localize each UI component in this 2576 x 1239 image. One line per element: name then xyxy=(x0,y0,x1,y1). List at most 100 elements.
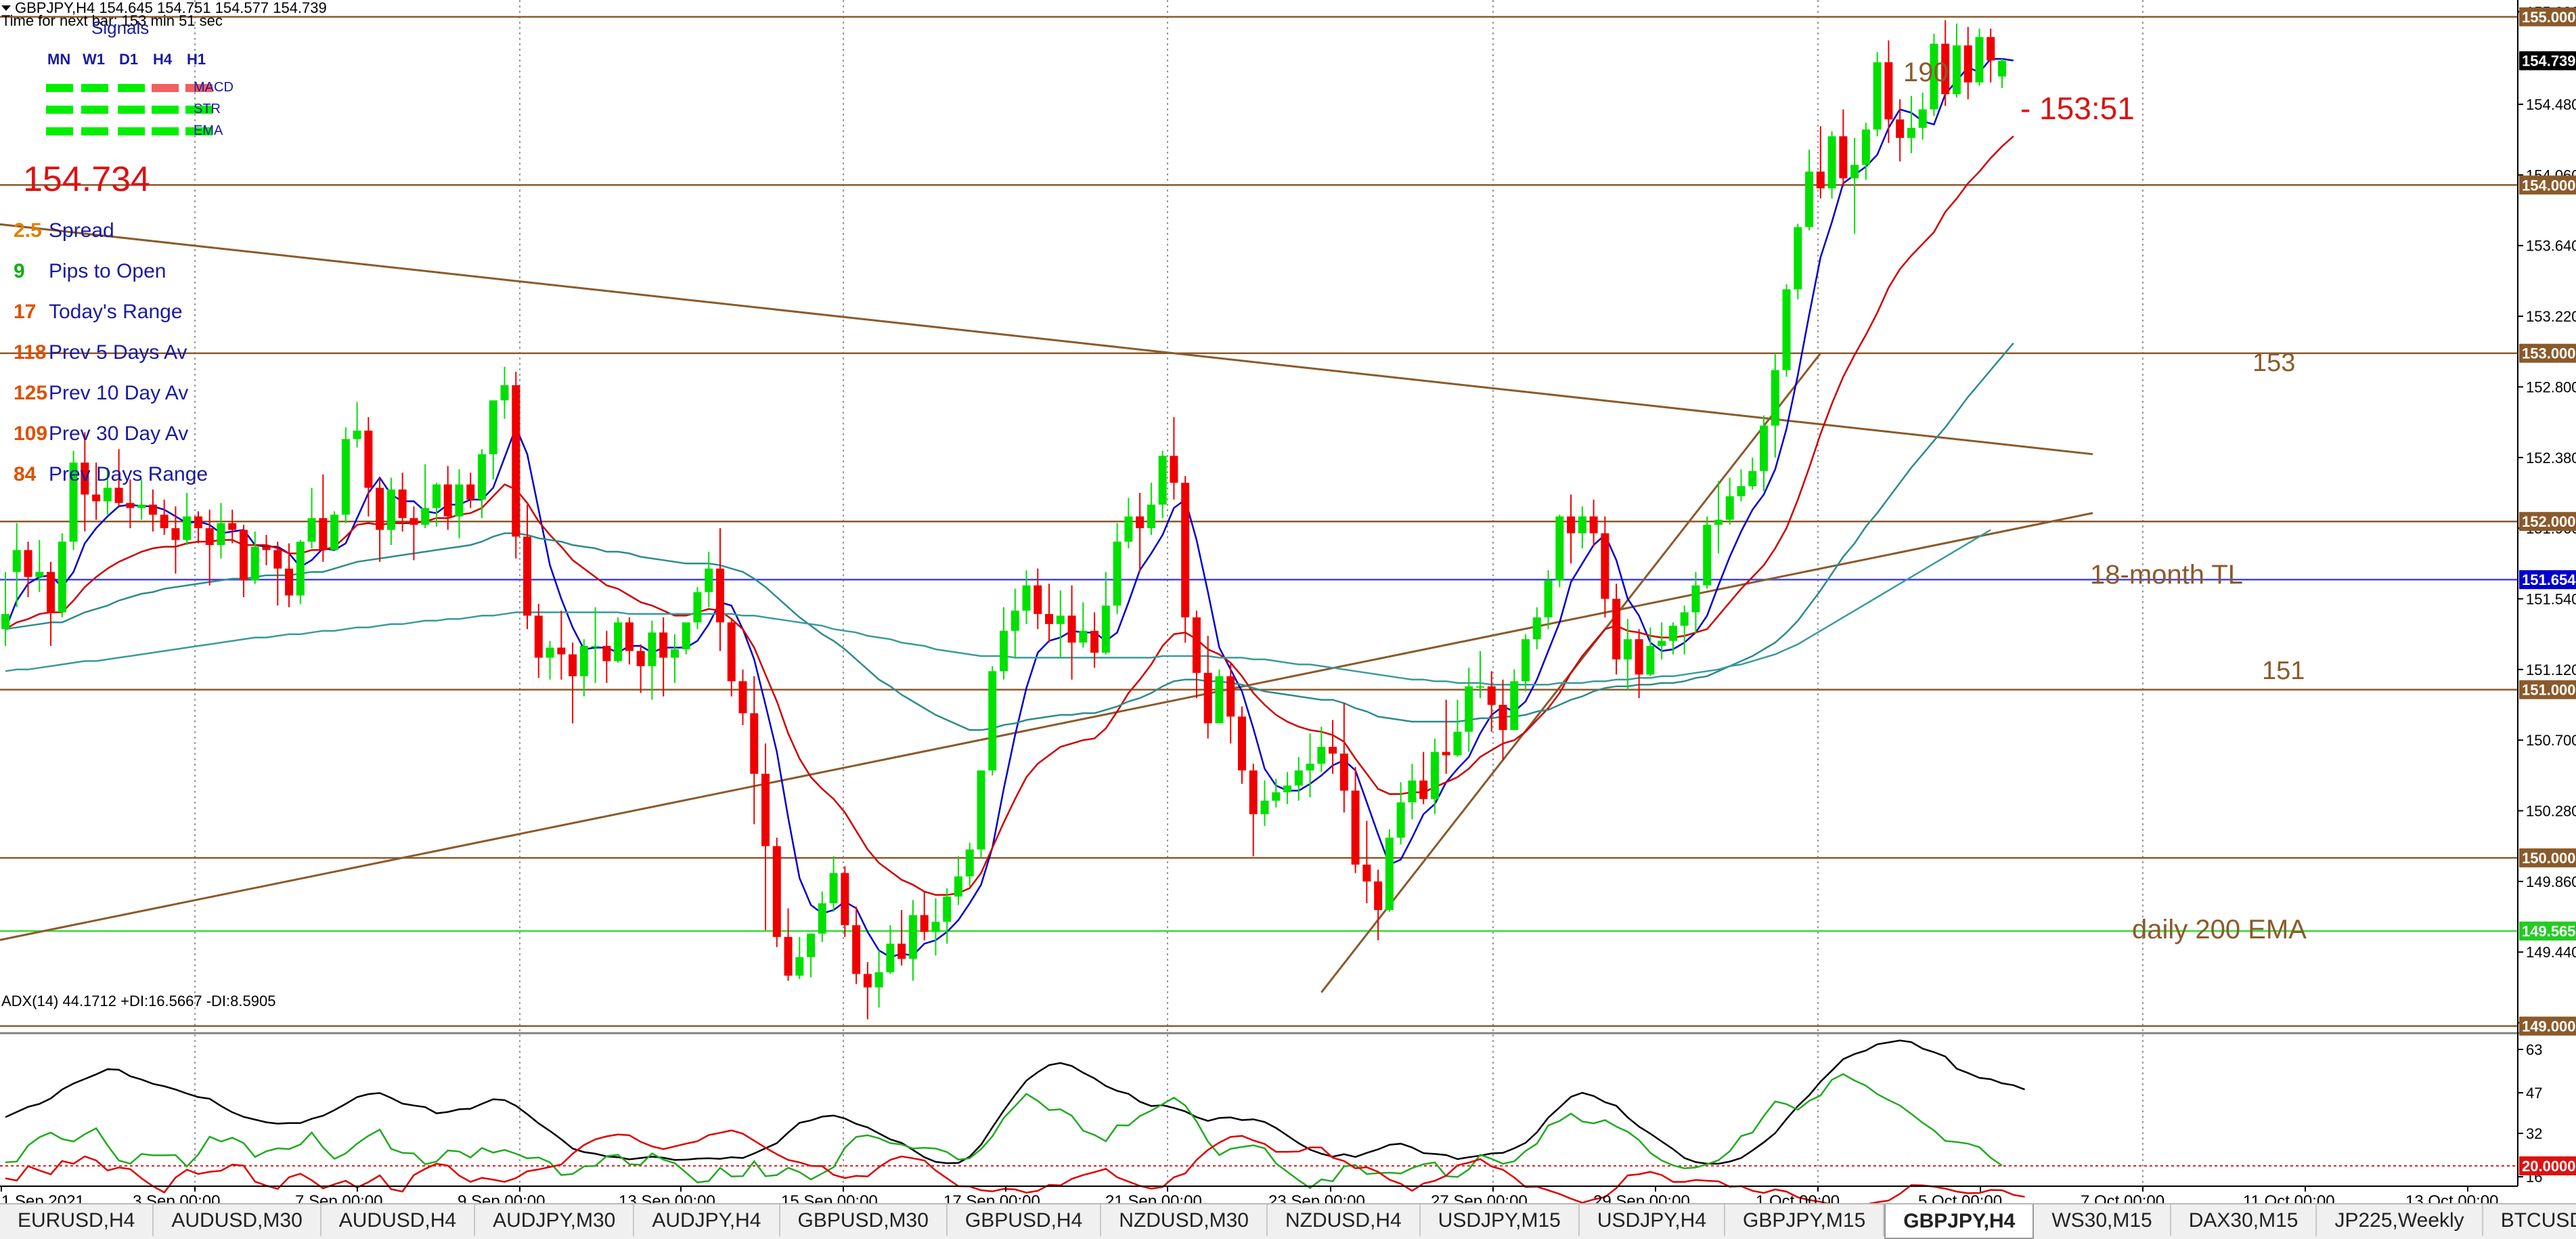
candle[interactable] xyxy=(1601,516,1609,617)
candle[interactable] xyxy=(1703,516,1712,589)
candle[interactable] xyxy=(1339,703,1348,813)
candle[interactable] xyxy=(1056,590,1065,658)
candle[interactable] xyxy=(1884,40,1893,144)
candle[interactable] xyxy=(557,610,566,680)
price-label-box[interactable]: 152.000 xyxy=(2519,512,2576,531)
candle[interactable] xyxy=(160,499,169,536)
candle[interactable] xyxy=(1192,610,1201,699)
candle[interactable] xyxy=(1453,699,1462,758)
chart-annotations[interactable]: 190 - 153:51 153 18-month TL 151 daily 2… xyxy=(1903,58,2307,944)
candle[interactable] xyxy=(69,450,78,550)
candle[interactable] xyxy=(863,962,872,1020)
candle[interactable] xyxy=(1419,752,1428,804)
candle[interactable] xyxy=(1771,353,1779,458)
candle[interactable] xyxy=(12,523,21,607)
candle[interactable] xyxy=(1532,607,1541,650)
candle[interactable] xyxy=(1930,33,1938,116)
candle[interactable] xyxy=(1294,757,1303,801)
candle[interactable] xyxy=(795,936,804,979)
candle[interactable] xyxy=(1237,706,1246,784)
candle[interactable] xyxy=(194,511,202,544)
price-label-box[interactable]: 153.000 xyxy=(2519,343,2576,363)
candle[interactable] xyxy=(546,640,554,680)
candle[interactable] xyxy=(829,856,838,912)
candle[interactable] xyxy=(874,950,883,1008)
annotation-153[interactable]: 153 xyxy=(2252,349,2295,377)
candle[interactable] xyxy=(1635,629,1643,699)
candle[interactable] xyxy=(1952,23,1961,98)
candle[interactable] xyxy=(1158,450,1167,519)
candle[interactable] xyxy=(1067,585,1076,680)
candle[interactable] xyxy=(1680,605,1689,655)
candle[interactable] xyxy=(807,933,816,978)
candle[interactable] xyxy=(602,630,611,683)
candle[interactable] xyxy=(217,502,225,559)
candle[interactable] xyxy=(523,504,532,630)
candle[interactable] xyxy=(705,551,713,607)
candle[interactable] xyxy=(466,473,475,508)
candle[interactable] xyxy=(1760,415,1769,492)
candle[interactable] xyxy=(398,473,407,532)
candle[interactable] xyxy=(1317,726,1326,773)
candle[interactable] xyxy=(772,838,781,947)
candle[interactable] xyxy=(228,509,237,544)
candle[interactable] xyxy=(432,483,441,527)
price-label-box[interactable]: 149.565 xyxy=(2519,921,2576,941)
candle[interactable] xyxy=(35,540,44,592)
candle[interactable] xyxy=(285,543,294,607)
candle[interactable] xyxy=(1510,669,1519,731)
candle[interactable] xyxy=(1861,123,1870,180)
candle[interactable] xyxy=(1124,498,1133,548)
candle[interactable] xyxy=(988,666,997,776)
candle[interactable] xyxy=(1,571,9,647)
candle[interactable] xyxy=(1000,607,1008,680)
candle[interactable] xyxy=(761,743,770,930)
candle[interactable] xyxy=(908,900,917,981)
candle[interactable] xyxy=(1329,720,1337,774)
candle[interactable] xyxy=(897,910,906,966)
candle[interactable] xyxy=(636,644,645,693)
annotation-190[interactable]: 190 xyxy=(1903,58,1949,87)
chart-tab-audjpy-m30[interactable]: AUDJPY,M30 xyxy=(475,1204,635,1236)
candle[interactable] xyxy=(47,561,55,647)
candle[interactable] xyxy=(148,489,157,532)
chart-tab-usdjpy-m15[interactable]: USDJPY,M15 xyxy=(1421,1204,1580,1236)
candle[interactable] xyxy=(421,464,430,529)
candle[interactable] xyxy=(943,888,952,944)
candle[interactable] xyxy=(137,479,146,520)
candle[interactable] xyxy=(614,617,623,663)
candle[interactable] xyxy=(1249,763,1258,856)
candle[interactable] xyxy=(1805,150,1814,231)
candle[interactable] xyxy=(1522,634,1530,692)
chart-tab-jp225-weekly[interactable]: JP225,Weekly xyxy=(2317,1204,2483,1236)
candle[interactable] xyxy=(569,643,577,724)
chart-tab-usdjpy-h4[interactable]: USDJPY,H4 xyxy=(1580,1204,1726,1236)
candle[interactable] xyxy=(364,417,373,517)
candle[interactable] xyxy=(1203,636,1212,739)
candle[interactable] xyxy=(262,535,271,565)
price-label-box[interactable]: 149.000 xyxy=(2519,1016,2576,1036)
price-label-box[interactable]: 154.000 xyxy=(2519,175,2576,195)
candle[interactable] xyxy=(852,907,861,984)
annotation-daily-200-ema[interactable]: daily 200 EMA xyxy=(2132,915,2307,944)
candle[interactable] xyxy=(1170,417,1178,500)
candle[interactable] xyxy=(341,427,350,523)
candle[interactable] xyxy=(1090,612,1099,668)
candle[interactable] xyxy=(24,542,32,597)
candle[interactable] xyxy=(648,620,657,700)
candle[interactable] xyxy=(738,669,747,725)
candle[interactable] xyxy=(1918,92,1927,140)
chart-tab-gbpjpy-h4[interactable]: GBPJPY,H4 xyxy=(1884,1204,2035,1239)
candle[interactable] xyxy=(1998,58,2006,88)
candle[interactable] xyxy=(1578,506,1586,548)
chart-tab-gbpusd-m30[interactable]: GBPUSD,M30 xyxy=(780,1204,948,1236)
candle[interactable] xyxy=(1362,821,1371,904)
candle[interactable] xyxy=(126,479,135,529)
candle[interactable] xyxy=(307,487,316,548)
candle[interactable] xyxy=(489,400,497,480)
candle[interactable] xyxy=(579,639,588,697)
candle[interactable] xyxy=(1147,483,1155,536)
candle[interactable] xyxy=(818,891,826,942)
candle[interactable] xyxy=(1589,499,1598,547)
